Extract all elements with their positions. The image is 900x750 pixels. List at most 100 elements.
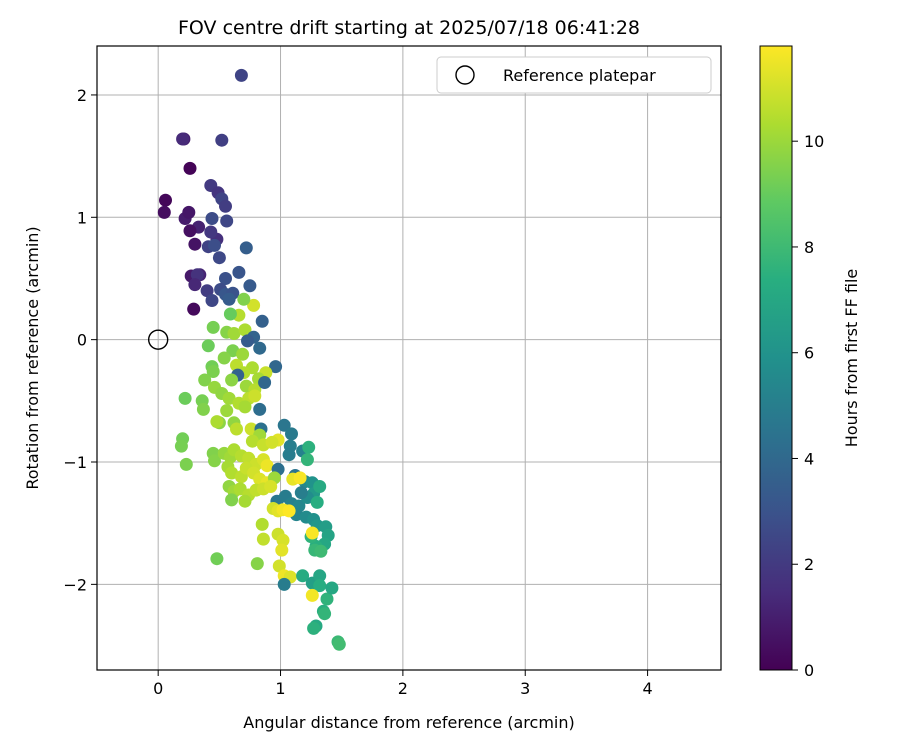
data-point [222, 391, 236, 405]
data-point [253, 402, 267, 416]
data-point [305, 526, 319, 540]
data-point [332, 637, 346, 651]
data-point [243, 279, 257, 293]
plot-frame [96, 45, 722, 671]
data-point [219, 272, 232, 285]
data-point [179, 457, 193, 471]
data-point [226, 344, 240, 358]
x-tick-label: 3 [520, 679, 530, 698]
colorbar-tick-label: 10 [804, 132, 824, 151]
data-point [241, 334, 254, 348]
data-point [230, 422, 243, 436]
x-tick-label: 0 [153, 679, 163, 698]
data-point [178, 391, 192, 405]
data-point [188, 278, 202, 292]
data-point [269, 360, 283, 374]
data-point [204, 225, 218, 239]
colorbar-label: Hours from first FF file [842, 269, 861, 448]
y-tick-label: −1 [63, 453, 87, 472]
data-point [212, 251, 226, 265]
data-point [220, 214, 234, 228]
data-point [294, 486, 308, 500]
data-point [234, 68, 248, 82]
data-point [183, 161, 197, 175]
x-tick-label: 2 [398, 679, 408, 698]
data-point [277, 418, 291, 432]
colorbar-tick-label: 0 [804, 661, 814, 680]
data-point [215, 133, 229, 147]
data-point [314, 544, 328, 558]
data-point [210, 415, 224, 429]
data-point [275, 543, 289, 557]
data-point [253, 341, 267, 355]
x-axis-label: Angular distance from reference (arcmin) [243, 713, 574, 732]
chart-title: FOV centre drift starting at 2025/07/18 … [178, 17, 640, 39]
data-point [208, 454, 221, 468]
data-point [239, 241, 253, 255]
x-tick-label: 1 [275, 679, 285, 698]
data-point [282, 504, 296, 518]
data-point [201, 339, 215, 353]
data-point [232, 265, 246, 279]
data-point [265, 435, 279, 449]
x-tick-label: 4 [642, 679, 652, 698]
colorbar-tick-label: 2 [804, 555, 814, 574]
data-point [190, 268, 204, 282]
y-tick-label: 2 [77, 86, 87, 105]
data-point [225, 493, 239, 507]
data-point [264, 480, 278, 493]
data-point [182, 205, 196, 219]
y-tick-label: −2 [63, 575, 87, 594]
data-point [208, 238, 221, 252]
data-point [260, 459, 274, 473]
grid-lines [97, 46, 721, 670]
data-point [206, 320, 220, 334]
y-tick-label: 0 [77, 331, 87, 350]
data-point [256, 532, 270, 546]
data-point [225, 373, 239, 387]
colorbar-tick-label: 8 [804, 238, 814, 257]
data-point [310, 495, 324, 509]
data-point [300, 453, 314, 467]
data-point [320, 592, 334, 606]
legend: Reference platepar [436, 56, 712, 94]
data-point [272, 559, 286, 573]
data-point [305, 588, 319, 602]
data-point [245, 434, 259, 448]
data-point [187, 302, 201, 316]
data-point [200, 284, 214, 298]
data-point [217, 351, 231, 365]
data-point [225, 466, 239, 480]
legend-label: Reference platepar [503, 66, 656, 85]
data-point [188, 237, 202, 251]
data-point [210, 552, 224, 566]
data-point [313, 579, 327, 593]
data-point [255, 517, 269, 531]
data-point [307, 621, 321, 635]
data-point [159, 193, 172, 207]
colorbar-ticks: 0 2 4 6 8 10 [792, 132, 824, 680]
data-point [198, 373, 212, 387]
data-point [277, 577, 291, 591]
reference-point [147, 329, 169, 350]
data-point [206, 365, 220, 378]
colorbar-tick-label: 6 [804, 344, 814, 363]
data-point [223, 307, 237, 321]
data-point [176, 132, 190, 146]
data-point [227, 327, 241, 340]
data-point [238, 323, 252, 337]
data-point [205, 294, 219, 307]
data-point [238, 400, 252, 414]
colorbar: 0 2 4 6 8 10 Hours from first FF file [759, 45, 861, 680]
legend-marker [455, 65, 475, 85]
x-axis-ticks: 0 1 2 3 4 [153, 670, 653, 698]
data-points [157, 68, 346, 651]
data-point [250, 557, 264, 571]
data-point [220, 404, 234, 418]
data-point [293, 471, 307, 485]
data-point [157, 205, 171, 219]
data-point [183, 224, 197, 238]
y-axis-label: Rotation from reference (arcmin) [23, 226, 42, 489]
data-point [247, 298, 261, 312]
